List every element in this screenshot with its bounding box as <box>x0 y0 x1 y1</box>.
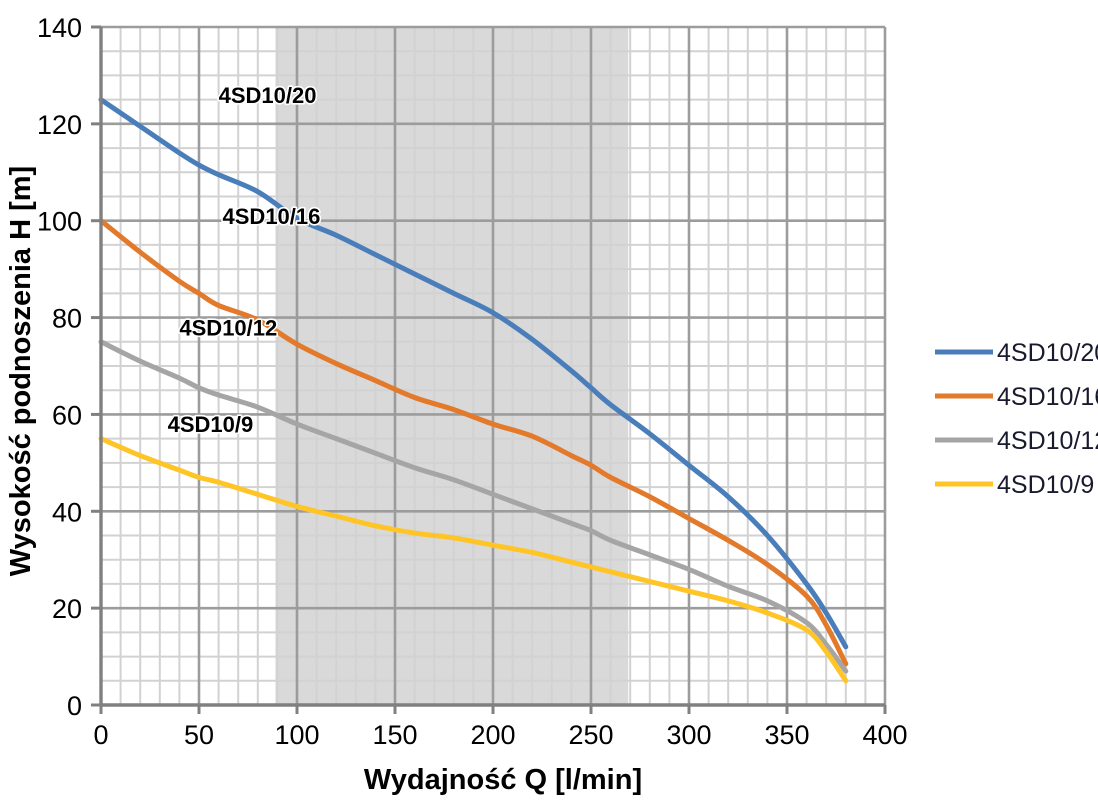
y-axis-title: Wysokość podnoszenia H [m] <box>5 166 37 576</box>
legend-item-label: 4SD10/9 <box>997 471 1094 499</box>
y-tick-label: 80 <box>52 304 82 334</box>
legend-item-label: 4SD10/20 <box>997 339 1098 367</box>
x-axis-ticks: 0 50 100 150 200 250 300 350 400 <box>93 705 908 750</box>
curve-inline-label: 4SD10/20 <box>219 83 317 108</box>
series-group <box>98 97 849 684</box>
x-tick-label: 0 <box>93 720 108 750</box>
legend-item[interactable]: 4SD10/20 <box>935 339 1098 367</box>
x-tick-label: 50 <box>184 720 214 750</box>
x-tick-label: 400 <box>862 720 907 750</box>
legend-item-label: 4SD10/12 <box>997 427 1098 455</box>
x-tick-label: 250 <box>568 720 613 750</box>
series-curve-4sd10-20 <box>98 97 849 650</box>
curve-inline-label: 4SD10/9 <box>168 412 254 437</box>
y-tick-label: 40 <box>52 497 82 527</box>
y-tick-label: 140 <box>37 13 82 43</box>
legend-item[interactable]: 4SD10/12 <box>935 427 1098 455</box>
series-curve-4sd10-16 <box>98 218 849 667</box>
y-tick-label: 100 <box>37 207 82 237</box>
curve-inline-label: 4SD10/16 <box>223 204 321 229</box>
legend-item[interactable]: 4SD10/9 <box>935 471 1094 499</box>
legend-item-label: 4SD10/16 <box>997 383 1098 411</box>
y-axis-title-text: Wysokość podnoszenia H [m] <box>5 166 37 576</box>
inline-curve-labels: 4SD10/20 4SD10/16 4SD10/12 4SD10/9 <box>166 81 322 439</box>
x-tick-label: 150 <box>372 720 417 750</box>
curve-inline-label: 4SD10/12 <box>179 315 277 340</box>
x-axis-title-text: Wydajność Q [l/min] <box>364 764 642 796</box>
x-tick-label: 100 <box>274 720 319 750</box>
series-curve-4sd10-12 <box>98 339 849 674</box>
x-tick-label: 350 <box>764 720 809 750</box>
y-tick-label: 60 <box>52 400 82 430</box>
x-tick-label: 300 <box>666 720 711 750</box>
y-axis-ticks: 0 20 40 60 80 100 120 140 <box>37 13 101 721</box>
x-tick-label: 200 <box>470 720 515 750</box>
legend-item[interactable]: 4SD10/16 <box>935 383 1098 411</box>
y-tick-label: 120 <box>37 110 82 140</box>
x-axis-title: Wydajność Q [l/min] <box>364 764 642 796</box>
legend: 4SD10/20 4SD10/16 4SD10/12 4SD10/9 <box>935 339 1098 499</box>
series-curve-4sd10-9 <box>98 436 849 684</box>
y-tick-label: 20 <box>52 594 82 624</box>
y-tick-label: 0 <box>67 691 82 721</box>
